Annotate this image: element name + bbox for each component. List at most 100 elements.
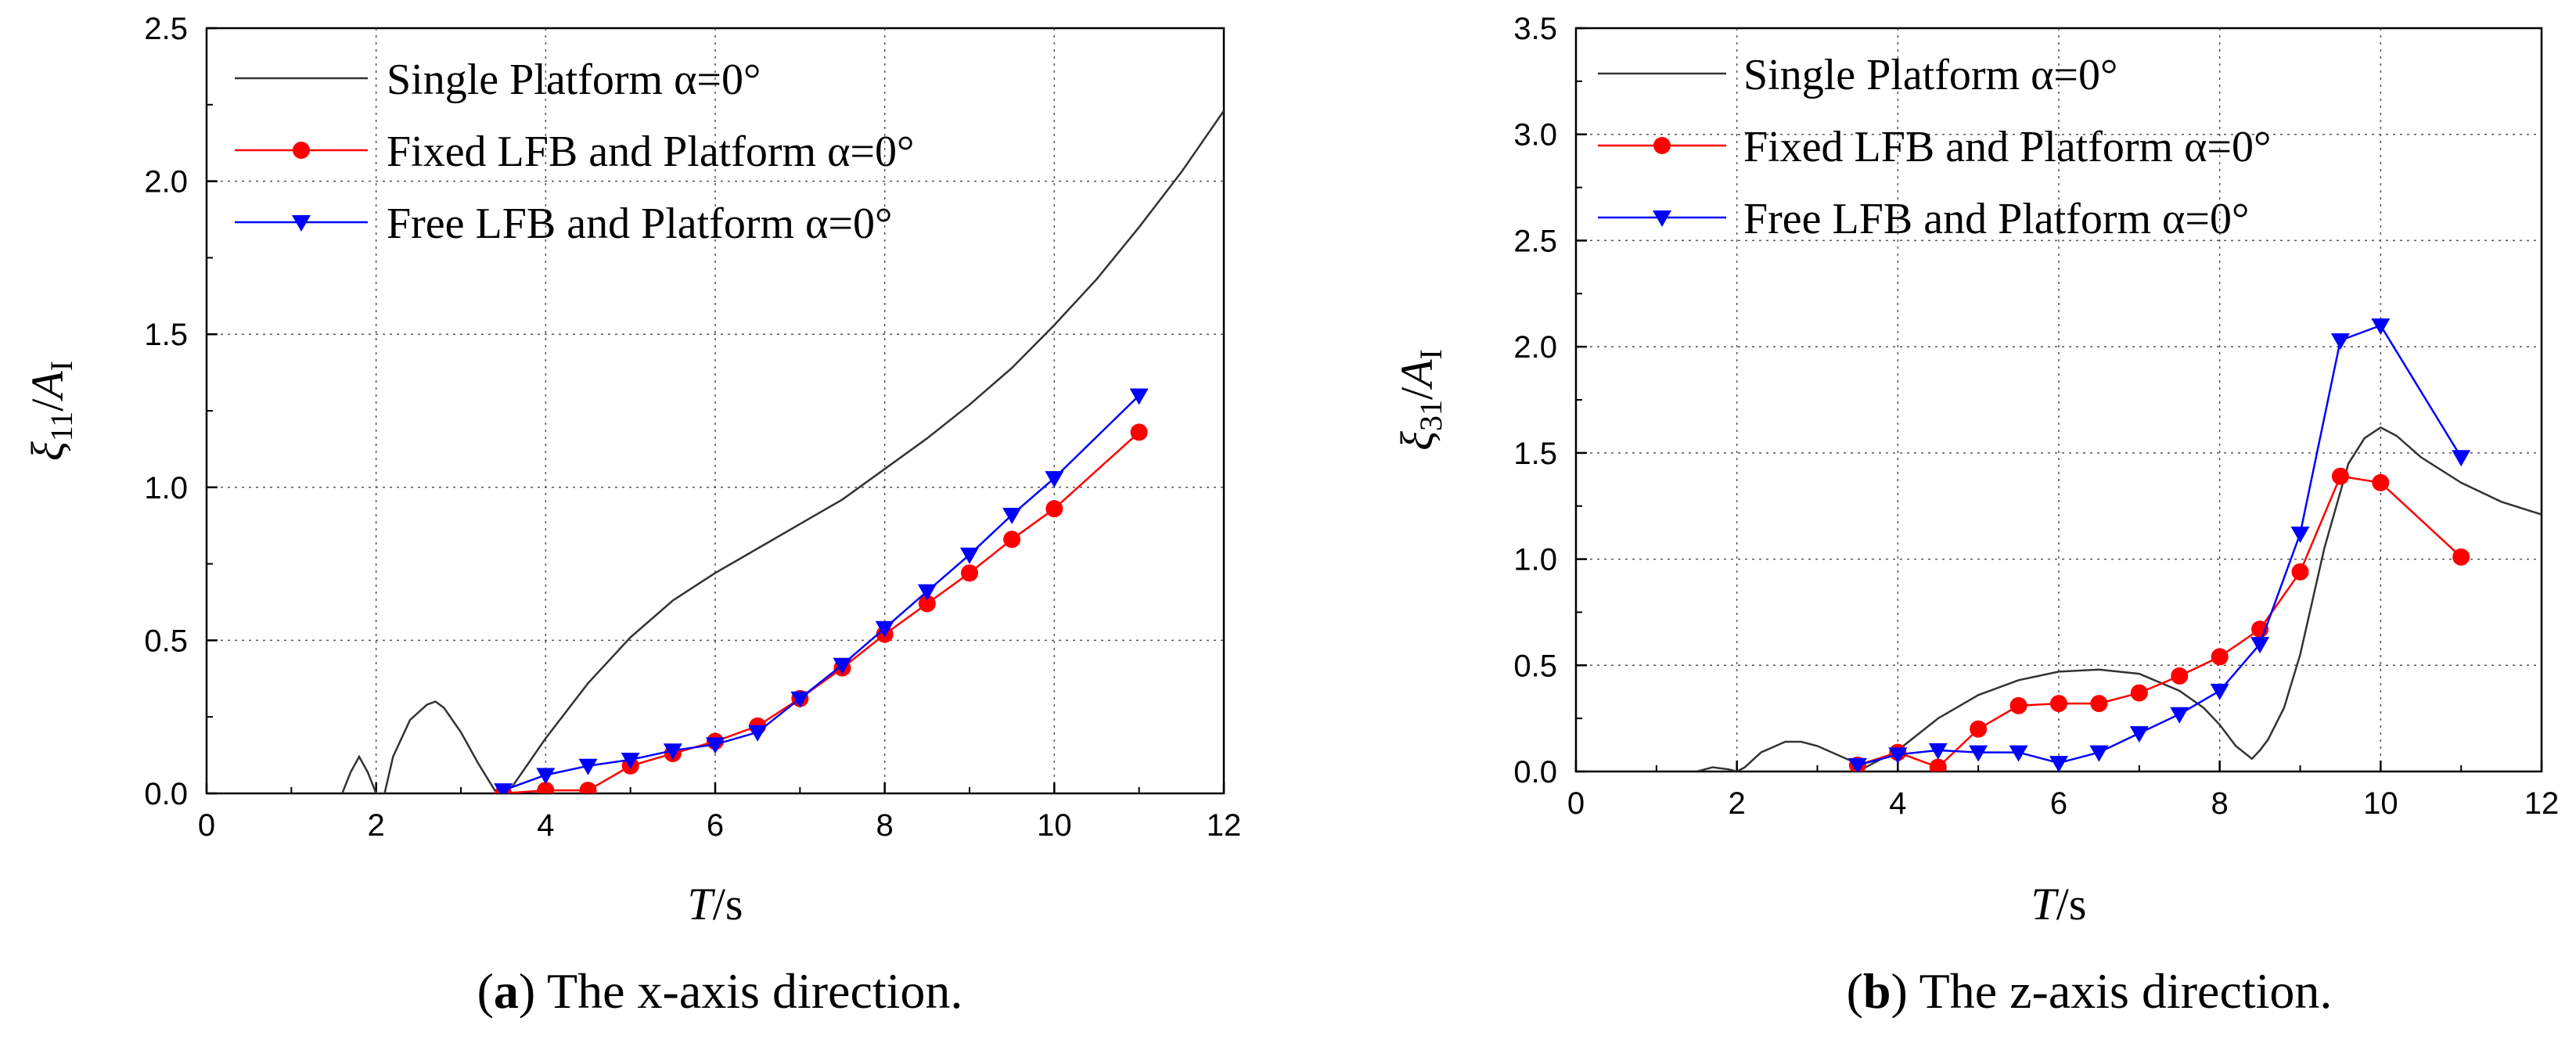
panel-b-series-2-point — [2129, 726, 2149, 743]
panel-a-y-tick-label: 1.5 — [144, 318, 188, 352]
panel-b-legend-2-label: Free LFB and Platform α=0° — [1743, 195, 2249, 243]
panel-b-x-tick-label: 10 — [2363, 786, 2398, 821]
panel-a-series-1-point — [1045, 500, 1063, 518]
panel-a-series-2-point — [875, 620, 894, 638]
panel-a-x-tick-label: 12 — [1207, 808, 1242, 843]
panel-a-x-axis-var: T — [688, 879, 716, 930]
panel-a-y-tick-label: 2.0 — [144, 165, 188, 200]
panel-a-y-axis-title-part: 11 — [44, 412, 79, 442]
panel-a-series-2-point — [1129, 388, 1149, 405]
panel-b-legend-2-marker — [1653, 210, 1671, 227]
panel-a-x-tick-label: 2 — [368, 808, 385, 843]
panel-a-y-tick-label: 0.0 — [144, 777, 188, 811]
panel-b-y-tick-label: 3.5 — [1513, 12, 1557, 46]
panel-a-series-2-point — [578, 758, 598, 775]
chart-panel-x-axis: 0 2 4 6 8 10 12 0.0 0.5 1.0 1.5 2.0 2.5 T/s ξ11/AI Sing… — [22, 12, 1241, 930]
panel-b-y-tick-label: 2.0 — [1513, 330, 1557, 365]
panel-a-plot-area — [341, 110, 1224, 793]
panel-a-series-1-point — [537, 782, 555, 793]
panel-b-series-2-point — [2290, 527, 2310, 543]
panel-a-x-tick-label: 8 — [876, 808, 894, 843]
panel-b-series-2-point — [1847, 757, 1867, 771]
panel-b-legend-0-label: Single Platform α=0° — [1743, 51, 2117, 99]
panel-b-x-axis-unit: /s — [2056, 879, 2087, 930]
panel-b-x-tick-label: 6 — [2050, 786, 2067, 821]
panel-b-series-1-point — [2130, 684, 2148, 702]
panel-a-series-0-line — [341, 110, 1224, 793]
panel-b-series-2-point — [1888, 747, 1908, 764]
panel-a-legend-2-marker — [292, 215, 311, 232]
panel-a-series-2-point — [790, 691, 810, 708]
panel-b-x-axis-title: T/s — [2031, 879, 2087, 930]
panel-b-series-1-point — [1970, 720, 1988, 738]
panel-a-series-1-point — [961, 564, 978, 582]
panel-b-x-tick-label: 12 — [2524, 786, 2560, 821]
panel-b-series-1-point — [2171, 667, 2189, 685]
panel-a-y-tick-label: 1.0 — [144, 471, 188, 505]
panel-b-y-axis-title-part: 31 — [1413, 400, 1448, 431]
panel-a-legend-2-label: Free LFB and Platform α=0° — [387, 200, 892, 248]
panel-b-series-2-point — [1928, 743, 1948, 760]
panel-b-x-tick-label: 8 — [2211, 786, 2229, 821]
panel-a-series-2-point — [536, 768, 556, 785]
panel-b-x-tick-label: 2 — [1729, 786, 1746, 821]
panel-a-series-2-point — [960, 547, 979, 564]
panel-b-y-tick-label: 0.5 — [1513, 649, 1557, 683]
chart-panel-z-axis: 0 2 4 6 8 10 120.00.51.01.52.02.53.03.5T/sξ31/… — [1391, 12, 2559, 930]
panel-a-series-1-point — [579, 782, 597, 793]
panel-b-y-tick-label: 1.5 — [1513, 437, 1557, 471]
panel-b-y-axis-title-part: I — [1413, 349, 1448, 359]
panel-a-y-axis-title-part: A — [22, 371, 73, 402]
caption-a-text: The x-axis direction. — [535, 963, 963, 1019]
panel-a-series-2-point — [494, 783, 513, 793]
panel-b-y-tick-label: 1.0 — [1513, 543, 1557, 577]
panel-b-y-axis-title-part: ξ — [1391, 431, 1442, 451]
panel-b-series-2-point — [2009, 745, 2028, 762]
panel-a-x-tick-label: 10 — [1037, 808, 1072, 843]
panel-a-series-2-point — [663, 743, 682, 761]
panel-a-x-axis-unit: /s — [713, 879, 743, 930]
panel-b-series-1-point — [2211, 648, 2229, 666]
caption-b-label: b — [1862, 963, 1891, 1019]
panel-a-series-2-point — [833, 657, 852, 674]
panel-b-legend-1-marker — [1653, 137, 1671, 154]
panel-b-series-2-point — [2452, 450, 2471, 467]
panel-a-series-2-point — [917, 584, 937, 601]
panel-b-series-0-line — [1696, 426, 2542, 771]
panel-a-x-axis-title: T/s — [688, 879, 743, 930]
panel-b-series-2-point — [2371, 318, 2391, 335]
panel-a-series-2-point — [1045, 471, 1064, 488]
panel-a-legend-1-marker — [293, 142, 310, 159]
panel-a-y-axis-title: ξ11/AI — [22, 361, 79, 461]
panel-b-y-axis-title-part: / — [1391, 387, 1442, 400]
panel-b-series-2-point — [2210, 683, 2229, 700]
caption-b: (b) The z-axis direction. — [1846, 963, 2333, 1019]
panel-a-legend-1-label: Fixed LFB and Platform α=0° — [387, 128, 914, 176]
panel-a-y-axis-title-part: ξ — [22, 441, 73, 461]
panel-b-series-1-point — [2452, 548, 2470, 566]
panel-b-y-axis-title: ξ31/AI — [1391, 349, 1448, 451]
panel-b-series-2-line — [1857, 324, 2463, 767]
panel-a-y-axis-title-part: I — [44, 361, 79, 371]
panel-b-y-axis-title-part: A — [1391, 359, 1442, 390]
panel-b-series-2-point — [2330, 333, 2350, 350]
panel-b-series-2-point — [2170, 707, 2189, 724]
panel-b-y-tick-label: 2.5 — [1513, 224, 1557, 258]
caption-b-text: The z-axis direction. — [1907, 963, 2333, 1019]
panel-b-x-tick-label: 0 — [1567, 786, 1585, 821]
panel-a-series-2-point — [1002, 508, 1022, 525]
panel-a-series-2-line — [502, 394, 1140, 792]
panel-b-series-1-point — [2050, 695, 2067, 713]
panel-a-x-tick-label: 4 — [537, 808, 554, 843]
panel-a-y-tick-label: 2.5 — [144, 12, 188, 46]
panel-a-series-2-point — [621, 752, 640, 769]
panel-a-series-2-point — [706, 737, 725, 754]
panel-b-series-1-point — [2372, 473, 2390, 491]
panel-a-legend-0-label: Single Platform α=0° — [387, 56, 761, 104]
panel-a-series-1-point — [1003, 530, 1021, 548]
caption-a: (a) The x-axis direction. — [477, 963, 963, 1019]
panel-b-series-2-point — [2089, 745, 2109, 762]
panel-a-series-1-point — [918, 595, 936, 613]
panel-b-series-2-point — [2250, 637, 2270, 654]
